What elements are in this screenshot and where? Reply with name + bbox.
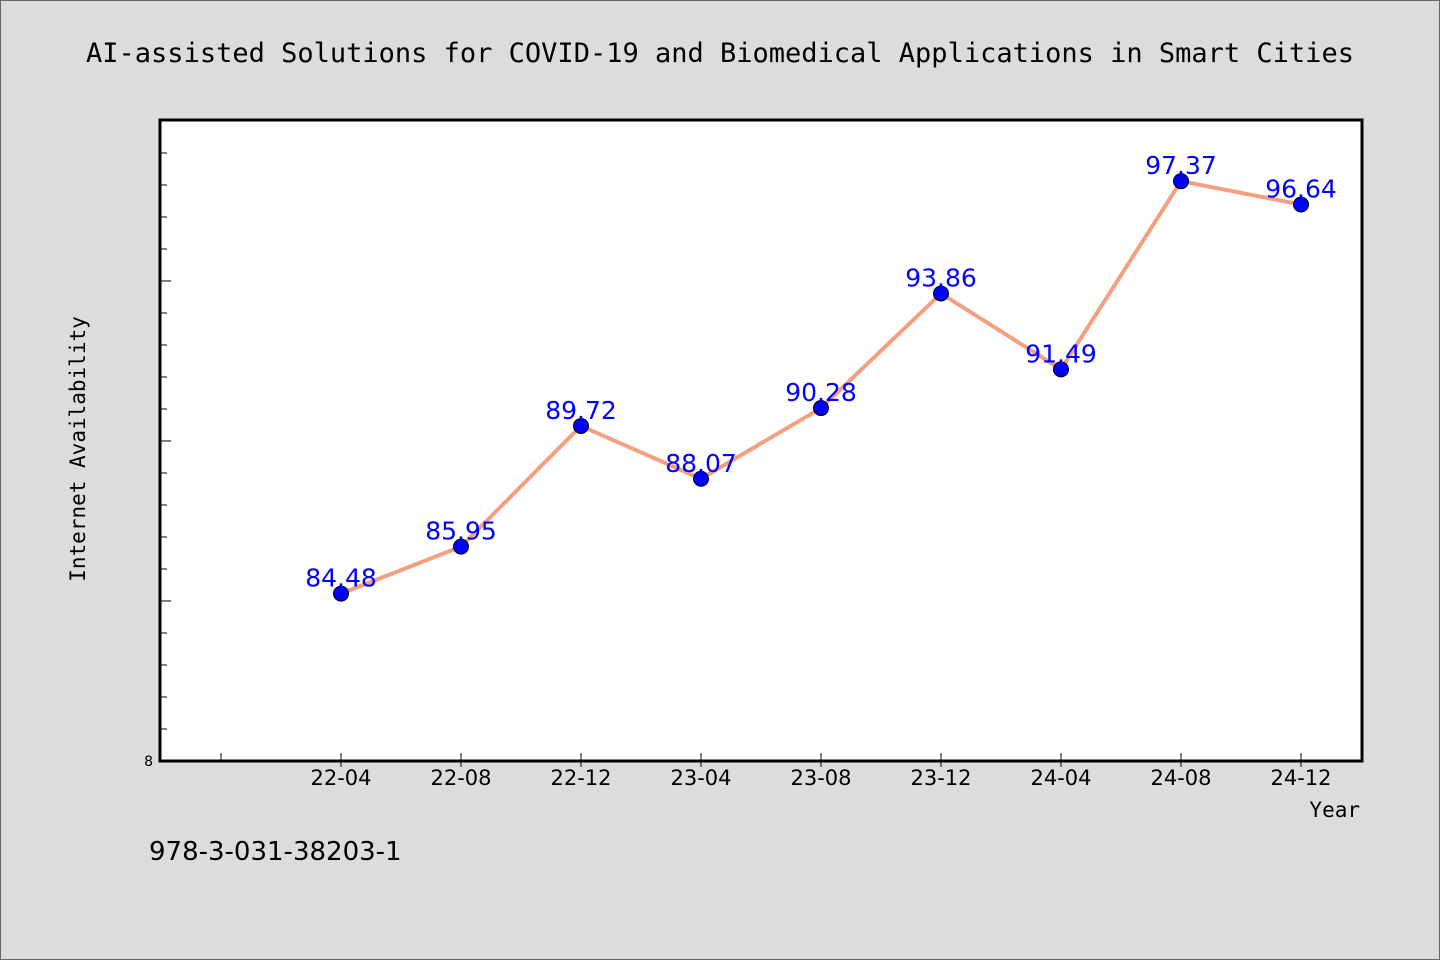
data-point-marker bbox=[1053, 361, 1069, 378]
x-tick-label: 23-12 bbox=[910, 766, 971, 790]
isbn-text: 978-3-031-38203-1 bbox=[149, 837, 402, 867]
data-label: 97.37 bbox=[1145, 151, 1217, 180]
data-point-marker bbox=[693, 470, 709, 487]
y-tick-label: 8 bbox=[144, 754, 153, 770]
x-axis-ticks: 22-04 22-08 22-12 23-04 23-08 23-12 24-04 24-08… bbox=[220, 753, 1332, 790]
data-point-marker bbox=[453, 538, 469, 555]
data-label: 93.86 bbox=[905, 263, 977, 292]
data-label: 89.72 bbox=[545, 396, 617, 425]
data-point-marker bbox=[1173, 173, 1189, 190]
data-label: 88.07 bbox=[665, 449, 737, 478]
data-point-marker bbox=[573, 417, 589, 434]
x-tick-label: 23-08 bbox=[790, 766, 851, 790]
chart-title: AI-assisted Solutions for COVID-19 and B… bbox=[86, 38, 1354, 69]
data-label: 96.64 bbox=[1265, 175, 1337, 204]
data-point-marker bbox=[333, 585, 349, 602]
x-axis-label: Year bbox=[1309, 798, 1360, 822]
x-tick-label: 24-12 bbox=[1270, 766, 1331, 790]
x-tick-label: 22-08 bbox=[430, 766, 491, 790]
x-tick-label: 24-08 bbox=[1150, 766, 1211, 790]
marker-group bbox=[333, 173, 1309, 602]
data-point-marker bbox=[933, 285, 949, 302]
y-axis-ticks bbox=[161, 152, 171, 762]
x-tick-label: 24-04 bbox=[1030, 766, 1091, 790]
data-label: 84.48 bbox=[305, 564, 377, 593]
data-label: 91.49 bbox=[1025, 339, 1097, 368]
data-label-group: 84.48 85.95 89.72 88.07 90.28 93.86 91.49 97.37… bbox=[305, 151, 1337, 592]
plot-area bbox=[158, 118, 1364, 763]
y-axis-label: Internet Availability bbox=[66, 316, 90, 582]
x-tick-label: 22-12 bbox=[550, 766, 611, 790]
data-label: 90.28 bbox=[785, 378, 857, 407]
x-tick-label: 22-04 bbox=[310, 766, 371, 790]
data-point-marker bbox=[1293, 196, 1309, 213]
x-tick-label: 23-04 bbox=[670, 766, 731, 790]
data-point-marker bbox=[813, 400, 829, 417]
data-label: 85.95 bbox=[425, 517, 497, 546]
